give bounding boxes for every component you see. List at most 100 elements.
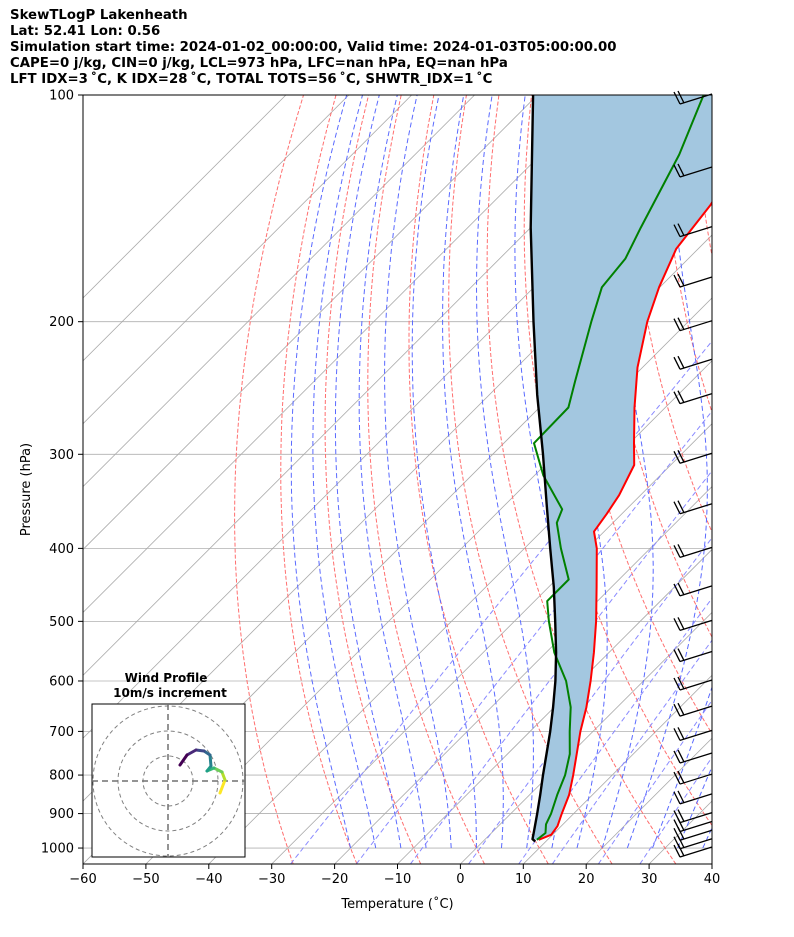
wind-barb-feather [677,790,685,804]
dry-adiabat [559,95,712,735]
wind-barb [673,223,713,238]
wind-barb [673,702,713,717]
wind-barb [673,582,713,597]
dry-adiabat [408,95,549,864]
wind-barb-shaft [679,846,713,858]
wind-barb-feather [677,770,685,784]
x-tick-label: −50 [132,872,159,887]
wind-barb-shaft [679,773,713,785]
mixing-ratio-line [409,470,712,864]
x-tick-label: 40 [704,872,721,887]
isotherm-line [460,611,712,864]
y-tick-label: 900 [49,807,74,822]
wind-barb-feather [677,163,685,177]
wind-barb-shaft [679,452,713,464]
wind-barb-shaft [679,393,713,405]
wind-barb-feather [673,649,681,662]
y-tick-label: 100 [49,89,74,104]
wind-barb-shaft [679,729,713,742]
x-tick-label: 0 [456,872,464,887]
isotherm-line [523,674,712,864]
wind-barb-feather [677,582,685,596]
wind-barb-feather [677,702,685,716]
y-axis-label: Pressure (hPa) [19,443,34,536]
wind-barb-shaft [679,585,713,597]
moist-adiabat [312,95,377,849]
isotherm-line [397,548,712,864]
isotherm-line [83,95,538,551]
wind-barb-feather [677,676,685,690]
wind-barb-shaft [679,358,713,370]
wind-barb-shaft [679,705,713,717]
wind-barb [673,617,713,631]
wind-barb-shaft [679,650,713,663]
time-line: Simulation start time: 2024-01-02_00:00:… [10,40,617,55]
wind-barb [673,273,713,288]
wind-barb-feather [673,844,681,858]
wind-barb-feather [673,819,681,832]
y-tick-label: 800 [49,769,74,784]
x-tick-label: 30 [641,872,658,887]
moist-adiabat [442,95,504,849]
wind-barb-shaft [679,276,713,288]
wind-barb-shaft [679,619,713,631]
wind-barb-feather [673,224,681,237]
y-tick-label: 700 [49,725,74,740]
wind-barb-feather [677,727,685,740]
hodograph-plot [92,704,245,857]
wind-barb-feather [673,728,681,741]
hodograph-subtitle: 10m/s increment [113,686,227,700]
wind-barb-shaft [679,93,713,105]
dry-adiabat [280,95,358,864]
wind-barb [673,749,713,764]
wind-barb-feather [677,317,685,330]
x-tick-label: 10 [515,872,532,887]
x-tick-label: −30 [258,872,285,887]
parameters-line: CAPE=0 j/kg, CIN=0 j/kg, LCL=973 hPa, LF… [10,56,508,71]
wind-barb [673,676,713,691]
moist-adiabat [677,765,712,849]
wind-barb-shaft [679,829,713,841]
parcel-shaded-area [530,95,712,840]
wind-barb-shaft [679,752,713,764]
wind-barb [673,500,713,515]
hodograph-trace-segment [218,778,227,795]
wind-barb-feather [677,617,685,630]
wind-barb [673,648,713,663]
wind-barb-shaft [679,503,713,515]
wind-barb-shaft [679,546,713,558]
wind-barb-shaft [679,820,713,833]
x-tick-label: −60 [69,872,96,887]
wind-barb-shaft [679,838,713,850]
wind-barb [673,317,713,332]
isotherm-line [711,863,712,864]
moist-adiabat [652,685,712,849]
mixing-ratio-line [290,340,712,864]
wind-barb-feather [677,648,685,661]
mixing-ratio-line [639,756,712,864]
moist-adiabat [728,95,794,848]
wind-barb-feather [673,91,681,105]
wind-barb-feather [673,836,681,850]
mixing-ratio-line [551,639,712,864]
isotherm-line [83,95,287,299]
moist-adiabat [753,95,794,848]
x-tick-label: −20 [321,872,348,887]
isotherm-line [775,95,794,864]
isotherm-line [145,297,712,864]
wind-barb [673,163,713,178]
wind-barb-feather [673,545,681,558]
isotherm-line [83,95,601,613]
y-tick-label: 300 [49,448,74,463]
moist-adiabat [334,95,402,849]
wind-barb-feather [677,273,685,287]
dry-adiabat [234,95,304,864]
dry-adiabat [628,95,712,534]
wind-barb [673,790,713,805]
wind-barb-feather [677,223,685,236]
wind-barb-shaft [679,166,713,178]
moist-adiabat [358,95,427,849]
location-line: Lat: 52.41 Lon: 0.56 [10,24,161,39]
wind-barb-feather [677,544,685,557]
